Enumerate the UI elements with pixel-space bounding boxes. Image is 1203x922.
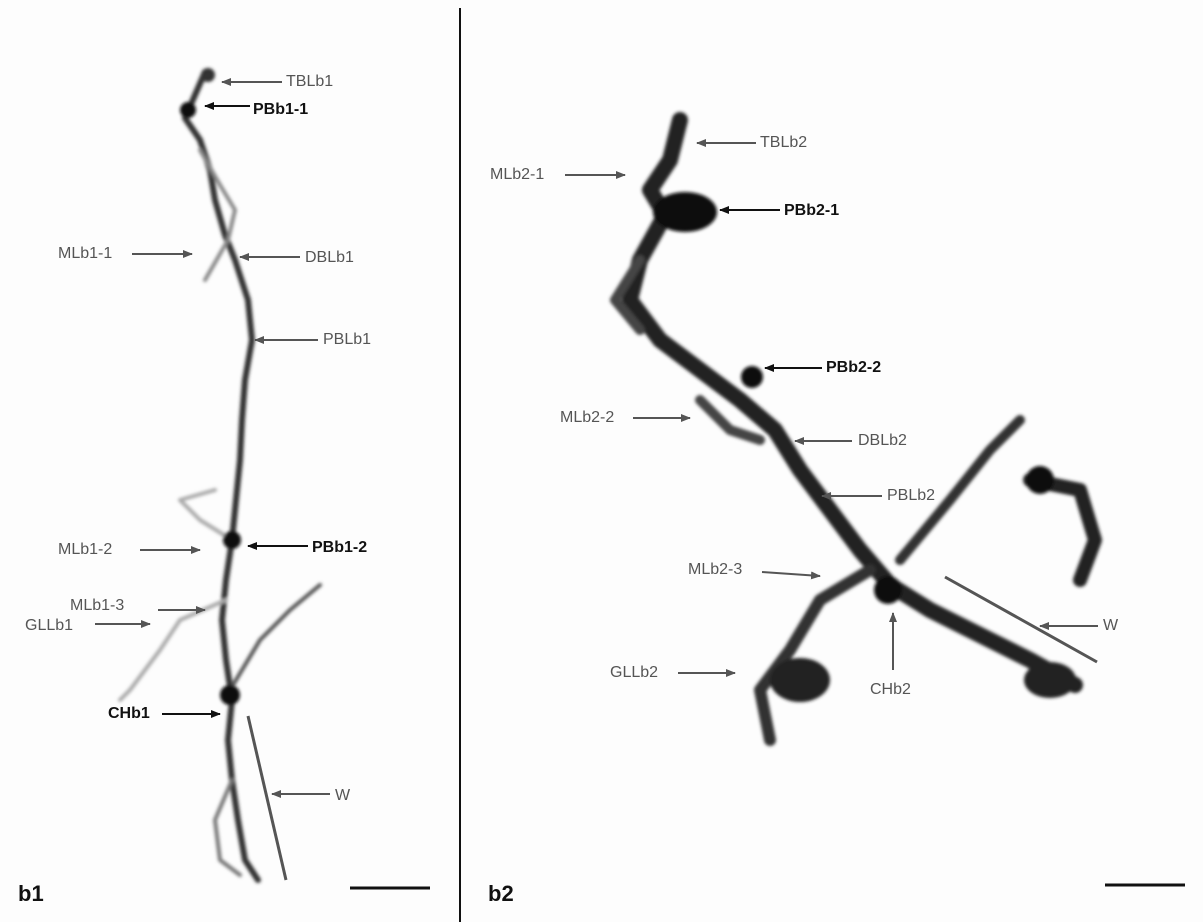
annotation: W [1103,617,1119,634]
annotation: W [335,787,351,804]
annotation: MLb2-1 [490,166,544,183]
annotation: GLLb1 [25,617,73,634]
annotation: MLb2-3 [688,561,742,578]
panel-label: b2 [488,881,514,906]
annotation: DBLb1 [305,249,354,266]
annotation: MLb1-2 [58,541,112,558]
cell-b1 [118,68,322,883]
annotation: MLb1-3 [70,597,124,614]
annotation: MLb1-1 [58,245,112,262]
annotation: CHb2 [870,681,911,698]
annotation: TBLb1 [286,73,333,90]
annotation: PBLb1 [323,331,371,348]
annotation: PBb1-2 [312,539,367,556]
w-line [246,715,288,881]
annotation: GLLb2 [610,664,658,681]
annotation: TBLb2 [760,134,807,151]
annotation: PBLb2 [887,487,935,504]
cell-b2 [610,112,1102,746]
annotation: PBb1-1 [253,101,308,118]
annotation: MLb2-2 [560,409,614,426]
annotation: CHb1 [108,705,150,722]
w-line [944,575,1098,664]
annotation: DBLb2 [858,432,907,449]
annotation: PBb2-2 [826,359,881,376]
annotation: PBb2-1 [784,202,839,219]
panel-label: b1 [18,881,44,906]
arrow [761,571,821,580]
